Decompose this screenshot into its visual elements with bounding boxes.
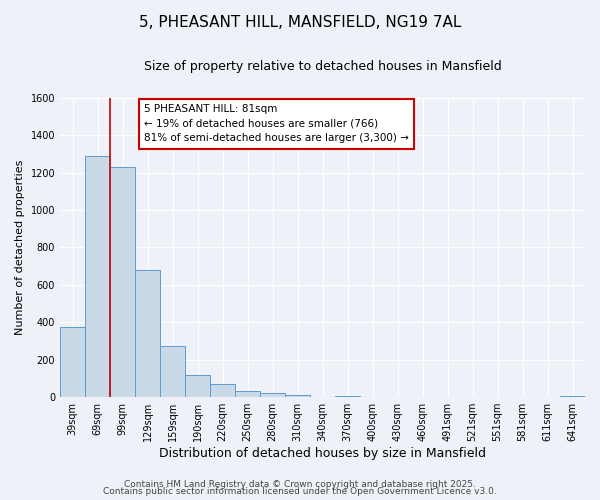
Y-axis label: Number of detached properties: Number of detached properties — [15, 160, 25, 335]
Title: Size of property relative to detached houses in Mansfield: Size of property relative to detached ho… — [143, 60, 502, 73]
X-axis label: Distribution of detached houses by size in Mansfield: Distribution of detached houses by size … — [159, 447, 486, 460]
Bar — [560, 396, 585, 397]
Bar — [210, 384, 235, 397]
Bar — [60, 327, 85, 397]
Text: Contains HM Land Registry data © Crown copyright and database right 2025.: Contains HM Land Registry data © Crown c… — [124, 480, 476, 489]
Bar — [235, 390, 260, 397]
Bar — [160, 346, 185, 397]
Bar — [135, 270, 160, 397]
Bar — [110, 167, 135, 397]
Text: 5 PHEASANT HILL: 81sqm
← 19% of detached houses are smaller (766)
81% of semi-de: 5 PHEASANT HILL: 81sqm ← 19% of detached… — [144, 104, 409, 144]
Bar — [260, 394, 285, 397]
Bar — [285, 396, 310, 397]
Bar — [335, 396, 360, 397]
Text: Contains public sector information licensed under the Open Government Licence v3: Contains public sector information licen… — [103, 488, 497, 496]
Bar — [185, 375, 210, 397]
Text: 5, PHEASANT HILL, MANSFIELD, NG19 7AL: 5, PHEASANT HILL, MANSFIELD, NG19 7AL — [139, 15, 461, 30]
Bar — [85, 156, 110, 397]
